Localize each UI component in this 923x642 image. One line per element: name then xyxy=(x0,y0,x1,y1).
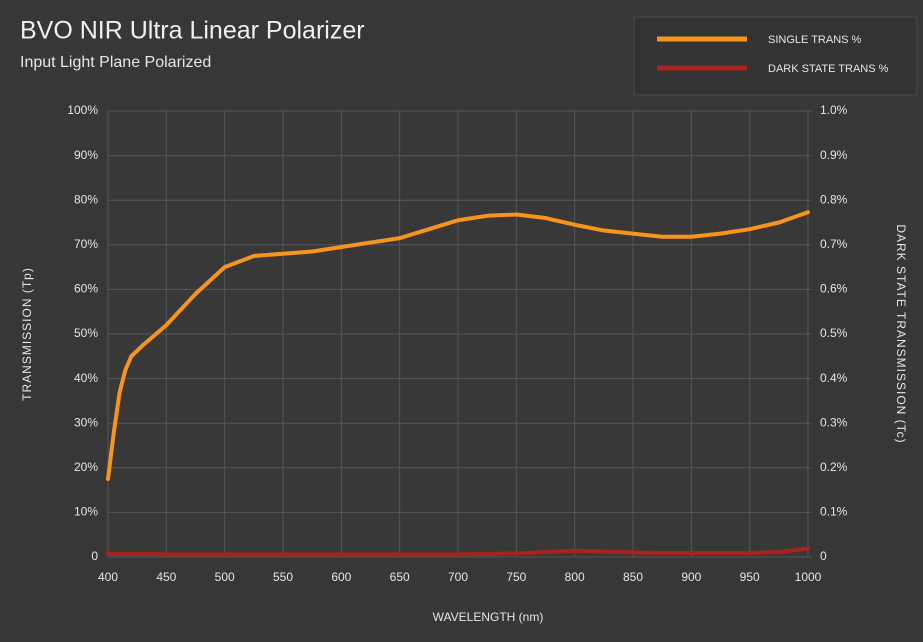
x-tick-label: 850 xyxy=(623,570,643,584)
chart-subtitle: Input Light Plane Polarized xyxy=(20,54,211,71)
y2-tick-label: 0.6% xyxy=(820,282,848,296)
chart-title: BVO NIR Ultra Linear Polarizer xyxy=(20,17,365,45)
y-tick-label: 50% xyxy=(74,326,98,340)
x-tick-label: 800 xyxy=(565,570,585,584)
x-tick-label: 450 xyxy=(156,570,176,584)
x-tick-label: 500 xyxy=(215,570,235,584)
y-tick-label: 60% xyxy=(74,282,98,296)
y2-tick-label: 0.4% xyxy=(820,371,848,385)
y-tick-label: 70% xyxy=(74,237,98,251)
y-tick-label: 10% xyxy=(74,505,98,519)
y-tick-label: 0 xyxy=(91,549,98,563)
y-tick-label: 100% xyxy=(67,103,98,117)
y2-tick-label: 0.5% xyxy=(820,326,848,340)
y2-tick-label: 0.2% xyxy=(820,460,848,474)
y-axis-label: TRANSMISSION (Tp) xyxy=(20,267,34,401)
legend-box xyxy=(633,16,918,96)
y2-tick-label: 1.0% xyxy=(820,103,848,117)
y-tick-label: 80% xyxy=(74,192,98,206)
x-tick-label: 400 xyxy=(98,570,118,584)
x-tick-label: 750 xyxy=(506,570,526,584)
y2-tick-label: 0.1% xyxy=(820,505,848,519)
y2-tick-label: 0.7% xyxy=(820,237,848,251)
series-line xyxy=(106,546,810,557)
series-line xyxy=(106,210,810,481)
y2-tick-label: 0 xyxy=(820,549,827,563)
x-tick-label: 900 xyxy=(681,570,701,584)
legend-label: DARK STATE TRANS % xyxy=(768,63,889,75)
y-tick-label: 90% xyxy=(74,148,98,162)
y-tick-label: 40% xyxy=(74,371,98,385)
y-tick-label: 20% xyxy=(74,460,98,474)
y2-axis-label: DARK STATE TRANSMISSION (Tc) xyxy=(894,224,908,443)
x-tick-label: 550 xyxy=(273,570,293,584)
y-tick-label: 30% xyxy=(74,415,98,429)
x-tick-label: 1000 xyxy=(795,570,822,584)
x-tick-label: 600 xyxy=(331,570,351,584)
x-tick-label: 950 xyxy=(740,570,760,584)
legend-label: SINGLE TRANS % xyxy=(768,34,862,46)
y2-tick-label: 0.3% xyxy=(820,415,848,429)
y2-tick-label: 0.8% xyxy=(820,192,848,206)
x-tick-label: 700 xyxy=(448,570,468,584)
x-tick-label: 650 xyxy=(390,570,410,584)
x-axis-label: WAVELENGTH (nm) xyxy=(433,610,544,624)
y2-tick-label: 0.9% xyxy=(820,148,848,162)
